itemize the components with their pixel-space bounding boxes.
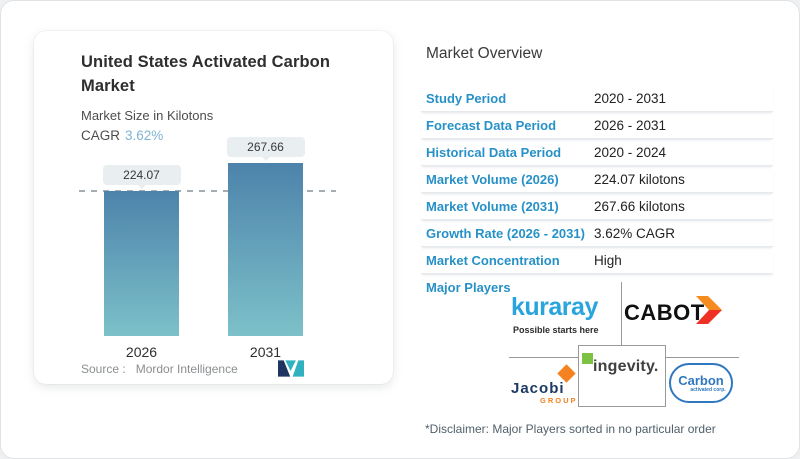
source-value: Mordor Intelligence xyxy=(135,362,238,376)
overview-heading: Market Overview xyxy=(426,45,543,62)
carbon-logo-subtext: activated corp. xyxy=(690,386,726,393)
ingevity-square-icon xyxy=(582,353,593,364)
carbon-logo-text: Carbon xyxy=(678,372,724,388)
cagr-label: CAGR xyxy=(81,128,121,143)
row-value: 224.07 kilotons xyxy=(594,172,685,187)
source-label: Source : xyxy=(81,362,126,376)
row-value: 2026 - 2031 xyxy=(594,118,667,133)
carbon-activated-logo: Carbon activated corp. xyxy=(669,363,733,403)
card-title: United States Activated Carbon Market xyxy=(81,53,331,95)
jacobi-group-subtext: GROUP xyxy=(540,396,578,405)
cagr-value: 3.62% xyxy=(125,128,164,143)
bar-2026: 224.07 2026 xyxy=(102,31,181,360)
bar-rect-2026 xyxy=(104,191,179,336)
bar-value-label: 224.07 xyxy=(102,165,181,185)
table-row-forecast-period: Forecast Data Period 2026 - 2031 xyxy=(421,112,773,139)
card-subtitle: Market Size in Kilotons xyxy=(81,108,214,123)
bar-value-label: 267.66 xyxy=(226,137,305,157)
overview-table: Study Period 2020 - 2031 Forecast Data P… xyxy=(421,85,773,274)
grid-divider-horizontal-left xyxy=(509,357,578,358)
x-axis-label-2026: 2026 xyxy=(125,344,158,360)
row-value: High xyxy=(594,253,622,268)
source-attribution: Source : Mordor Intelligence xyxy=(81,362,238,376)
disclaimer-text: *Disclaimer: Major Players sorted in no … xyxy=(425,422,716,436)
table-row-market-volume-2031: Market Volume (2031) 267.66 kilotons xyxy=(421,193,773,220)
row-label: Market Concentration xyxy=(426,253,560,268)
bar-value-text: 224.07 xyxy=(123,168,160,182)
jacobi-logo: Jacobi xyxy=(511,380,565,397)
row-value: 2020 - 2024 xyxy=(594,145,667,160)
ingevity-logo-cell: ingevity. xyxy=(578,345,666,407)
kuraray-tagline: Possible starts here xyxy=(513,325,599,335)
row-label: Historical Data Period xyxy=(426,145,562,160)
row-label: Study Period xyxy=(426,91,507,106)
cagr-line: CAGR 3.62% xyxy=(81,128,163,143)
cabot-logo: CABOT xyxy=(624,300,705,325)
grid-divider-vertical xyxy=(621,282,622,346)
row-label: Market Volume (2031) xyxy=(426,199,559,214)
market-size-card: United States Activated Carbon Market Ma… xyxy=(34,31,393,384)
row-label: Growth Rate (2026 - 2031) xyxy=(426,226,585,241)
major-players-label: Major Players xyxy=(426,280,511,295)
reference-dashed-line xyxy=(79,190,336,192)
table-row-market-volume-2026: Market Volume (2026) 224.07 kilotons xyxy=(421,166,773,193)
table-row-market-concentration: Market Concentration High xyxy=(421,247,773,274)
x-axis-label-2031: 2031 xyxy=(249,344,282,360)
cabot-chevron-icon xyxy=(696,296,722,324)
major-players-logo-grid: kuraray Possible starts here CABOT Jacob… xyxy=(509,279,739,413)
table-row-study-period: Study Period 2020 - 2031 xyxy=(421,85,773,112)
table-row-growth-rate: Growth Rate (2026 - 2031) 3.62% CAGR xyxy=(421,220,773,247)
bar-2031: 267.66 2031 xyxy=(226,31,305,360)
table-row-historical-period: Historical Data Period 2020 - 2024 xyxy=(421,139,773,166)
grid-divider-horizontal-right xyxy=(666,357,739,358)
row-value: 3.62% CAGR xyxy=(594,226,676,241)
row-value: 267.66 kilotons xyxy=(594,199,685,214)
bar-rect-2031 xyxy=(228,163,303,336)
ingevity-logo: ingevity. xyxy=(593,358,659,375)
row-value: 2020 - 2031 xyxy=(594,91,667,106)
kuraray-logo: kuraray xyxy=(511,293,598,321)
row-label: Market Volume (2026) xyxy=(426,172,559,187)
mordor-intelligence-logo-icon xyxy=(278,360,304,377)
row-label: Forecast Data Period xyxy=(426,118,557,133)
bar-value-text: 267.66 xyxy=(247,140,284,154)
